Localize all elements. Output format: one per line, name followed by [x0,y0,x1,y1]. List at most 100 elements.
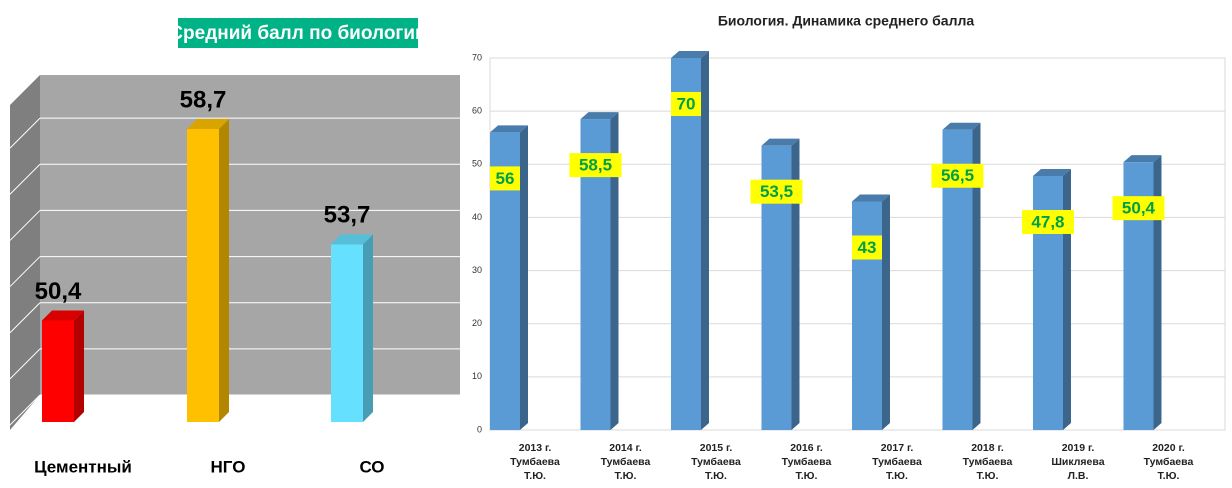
bar-side [791,138,800,430]
bar [331,234,373,422]
bar [670,51,709,430]
left-title: Средний балл по биологии [169,23,426,44]
grid-line-side [9,348,41,380]
right-title: Биология. Динамика среднего балла [718,13,975,29]
bar-top [851,194,890,202]
x-tick-label: Тумбаева [691,456,741,468]
grid-line-side [9,117,41,149]
x-tick-label: Цементный [34,457,132,476]
x-tick-label: НГО [211,457,246,476]
bar-side [972,122,981,430]
bar-side [700,51,709,430]
bar-top [1032,168,1071,176]
value-label: 43 [858,238,877,257]
x-tick-label: Т.Ю. [524,470,546,482]
x-tick-label: Тумбаева [510,456,560,468]
bar [42,310,84,422]
value-label-bg [1112,196,1165,221]
value-label-bg [670,92,701,116]
grid-line-side [9,71,41,103]
bar-top [1123,155,1162,163]
x-tick-label: СО [359,457,384,476]
value-label: 58,5 [579,156,612,175]
y-tick-label: 70 [472,52,482,62]
grid-line-side [9,302,41,334]
value-label-bg [851,235,882,260]
bar-top [670,51,709,58]
value-label-bg [1021,209,1074,234]
value-label: 56 [496,169,515,188]
x-tick-label: 2014 г. [609,442,642,454]
value-label: 70 [677,94,696,113]
bar-top [331,234,373,245]
x-tick-label: 2015 г. [700,442,733,454]
x-tick-label: Тумбаева [872,456,922,468]
y-tick-label: 20 [472,318,482,328]
y-tick-label: 50 [472,159,482,169]
grid-line-side [9,210,41,241]
value-label: 56,5 [941,166,974,185]
bar-top [580,112,619,120]
bar-side [610,112,619,430]
x-tick-label: 2020 г. [1152,442,1185,454]
bar-front [42,320,74,422]
bar-front [670,58,701,430]
y-tick-label: 40 [472,212,482,222]
x-tick-label: 2018 г. [971,442,1004,454]
y-tick-label: 0 [477,424,482,434]
side-wall [10,75,40,430]
x-tick-label: Т.Ю. [796,470,818,482]
bar-top [187,118,229,129]
bar-side [881,194,890,430]
x-tick-label: Т.Ю. [615,470,637,482]
value-label: 50,4 [35,278,82,305]
bar-side [219,118,229,422]
title-bg [178,18,418,48]
x-tick-label: Т.Ю. [977,470,999,482]
grid-line-side [9,394,41,426]
x-tick-label: Т.Ю. [705,470,727,482]
bar-top [761,138,800,146]
x-tick-label: Тумбаева [601,456,651,468]
value-label: 53,7 [324,202,371,229]
value-label: 47,8 [1031,212,1064,231]
x-tick-label: 2017 г. [881,442,914,454]
x-tick-label: Тумбаева [1144,456,1194,468]
value-label: 50,4 [1122,199,1156,218]
value-label-bg [750,179,803,204]
y-tick-label: 60 [472,106,482,116]
bar-side [363,234,373,422]
bar-top [42,310,84,321]
x-tick-label: Тумбаева [963,456,1013,468]
x-tick-label: 2016 г. [790,442,823,454]
bar [187,118,229,422]
bar-top [490,125,528,133]
value-label-bg [569,153,622,178]
back-wall [40,75,460,395]
bar-side [1062,168,1071,430]
value-label: 53,5 [760,182,793,201]
bar-side [520,125,528,431]
x-tick-label: 2019 г. [1062,442,1095,454]
y-tick-label: 30 [472,265,482,275]
bar-side [1153,155,1162,430]
value-label-bg [931,163,984,188]
y-tick-label: 10 [472,371,482,381]
bar-side [74,310,84,422]
x-tick-label: 2013 г. [519,442,552,454]
value-label: 58,7 [180,86,227,113]
x-tick-label: Л.В. [1068,470,1089,482]
bar-top [942,122,981,130]
bar-front [187,128,219,422]
x-tick-label: Т.Ю. [1158,470,1180,482]
bar-front [331,244,363,422]
grid-line-side [9,163,41,195]
x-tick-label: Шикляева [1051,456,1104,468]
x-tick-label: Т.Ю. [886,470,908,482]
x-tick-label: Тумбаева [782,456,832,468]
bar [1032,168,1071,430]
bar [851,194,890,430]
value-label-bg [490,166,520,191]
grid-line-side [9,256,41,287]
